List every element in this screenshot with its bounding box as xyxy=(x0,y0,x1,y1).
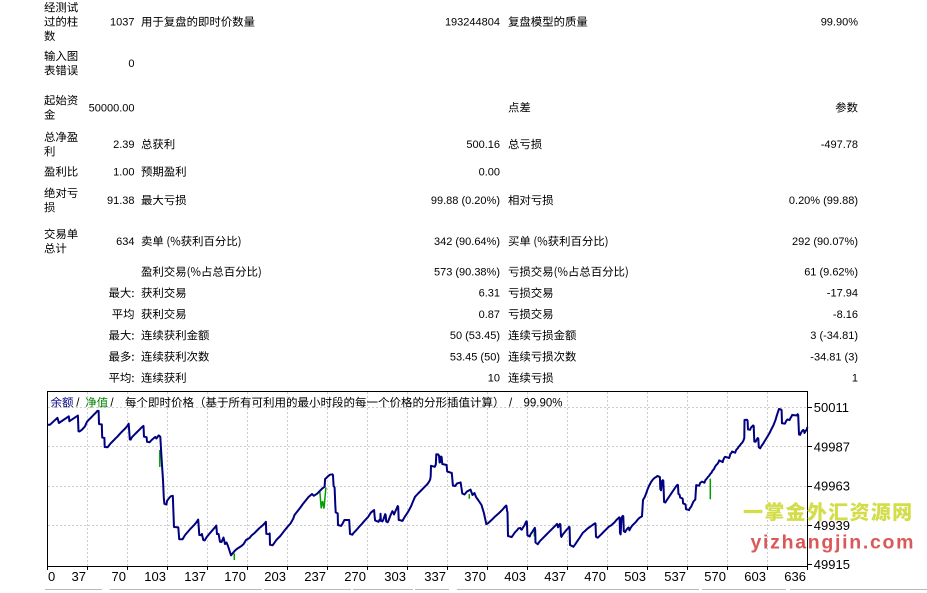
svg-text:0.20% (99.88): 0.20% (99.88) xyxy=(789,195,858,207)
svg-text:50000.00: 50000.00 xyxy=(89,102,135,114)
svg-text:270: 270 xyxy=(344,569,366,584)
svg-text:/: / xyxy=(110,398,114,410)
svg-text:170: 170 xyxy=(224,569,246,584)
svg-text:342 (90.64%): 342 (90.64%) xyxy=(434,236,500,248)
svg-text:0.87: 0.87 xyxy=(479,309,500,321)
svg-text:-8.16: -8.16 xyxy=(833,309,858,321)
svg-text:0: 0 xyxy=(48,569,55,584)
svg-text:636: 636 xyxy=(784,569,806,584)
svg-text:yizhangjin.com: yizhangjin.com xyxy=(751,532,916,554)
svg-text:37: 37 xyxy=(72,569,86,584)
svg-text:50 (53.45): 50 (53.45) xyxy=(450,330,500,342)
svg-text:0.00: 0.00 xyxy=(479,166,500,178)
svg-text:6.31: 6.31 xyxy=(479,288,500,300)
svg-text:53.45 (50): 53.45 (50) xyxy=(450,351,500,363)
svg-text:193244804: 193244804 xyxy=(445,17,500,29)
svg-text:99.90%: 99.90% xyxy=(524,398,563,410)
svg-text:370: 370 xyxy=(464,569,486,584)
svg-text:49915: 49915 xyxy=(814,557,850,572)
svg-text:292 (90.07%): 292 (90.07%) xyxy=(792,236,858,248)
svg-text:61 (9.62%): 61 (9.62%) xyxy=(804,267,858,279)
svg-text:237: 237 xyxy=(304,569,326,584)
svg-text:2.39: 2.39 xyxy=(113,139,134,151)
svg-text:437: 437 xyxy=(544,569,566,584)
svg-text:3 (-34.81): 3 (-34.81) xyxy=(810,330,858,342)
svg-text:-34.81 (3): -34.81 (3) xyxy=(810,351,858,363)
svg-text:500.16: 500.16 xyxy=(466,139,500,151)
svg-text:91.38: 91.38 xyxy=(107,195,135,207)
svg-text:573 (90.38%): 573 (90.38%) xyxy=(434,267,500,279)
svg-text:-497.78: -497.78 xyxy=(821,139,858,151)
svg-text:50011: 50011 xyxy=(814,400,849,415)
svg-text:537: 537 xyxy=(664,569,686,584)
svg-text:49939: 49939 xyxy=(814,518,850,533)
svg-text:337: 337 xyxy=(424,569,446,584)
svg-text:570: 570 xyxy=(704,569,726,584)
svg-text:/: / xyxy=(76,398,80,410)
svg-text:70: 70 xyxy=(112,569,126,584)
svg-text:0: 0 xyxy=(128,58,134,70)
svg-text:1: 1 xyxy=(852,373,858,385)
svg-text:103: 103 xyxy=(144,569,166,584)
svg-text:99.90%: 99.90% xyxy=(821,17,859,29)
svg-text:1.00: 1.00 xyxy=(113,166,134,178)
svg-text:49987: 49987 xyxy=(814,439,850,454)
svg-text:503: 503 xyxy=(624,569,646,584)
svg-text:1037: 1037 xyxy=(110,17,134,29)
svg-text:-17.94: -17.94 xyxy=(827,288,858,300)
svg-text:137: 137 xyxy=(184,569,206,584)
svg-text:203: 203 xyxy=(264,569,286,584)
svg-text:49963: 49963 xyxy=(814,479,850,494)
svg-text:470: 470 xyxy=(584,569,606,584)
svg-text:403: 403 xyxy=(504,569,526,584)
svg-text:603: 603 xyxy=(744,569,766,584)
svg-text:/: / xyxy=(509,398,513,410)
svg-text:10: 10 xyxy=(488,373,500,385)
svg-text:99.88 (0.20%): 99.88 (0.20%) xyxy=(431,195,500,207)
svg-text:634: 634 xyxy=(116,236,134,248)
svg-text:303: 303 xyxy=(384,569,406,584)
